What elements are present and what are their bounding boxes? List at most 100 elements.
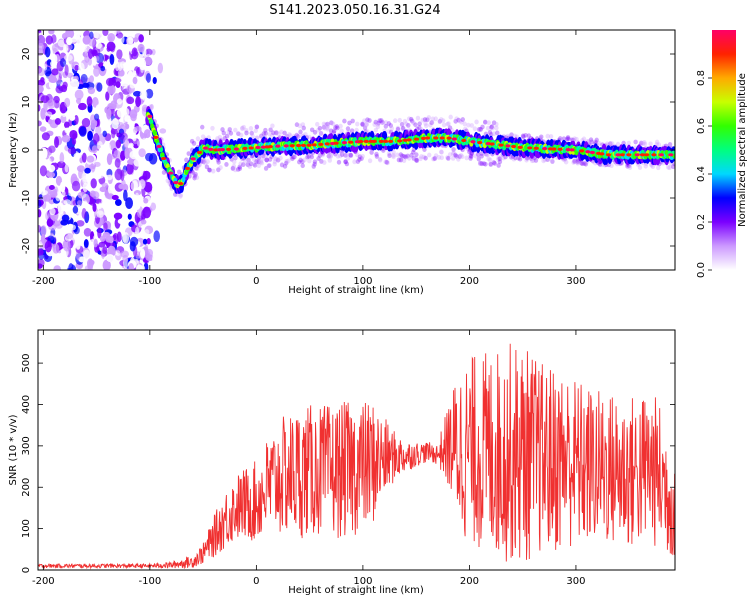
noise-blob <box>87 48 94 60</box>
noise-blob <box>131 47 138 57</box>
noise-blob <box>43 101 48 113</box>
ridge-halo <box>642 141 648 147</box>
ridge-halo <box>282 130 287 136</box>
ridge-halo <box>605 141 610 147</box>
noise-blob <box>45 35 53 45</box>
noise-blob <box>59 57 67 68</box>
ridge-halo <box>395 152 400 158</box>
ridge-halo <box>345 155 351 161</box>
ridge-halo <box>325 121 330 127</box>
ridge-halo <box>565 135 571 140</box>
snr-y-ticks: 0 100 200 300 400 500 <box>21 354 675 573</box>
ridge-halo <box>331 130 337 135</box>
ridge-halo <box>211 168 216 174</box>
ridge-halo <box>615 141 621 147</box>
ridge-halo <box>184 157 189 163</box>
noise-blob <box>82 35 91 45</box>
noise-blob <box>93 66 100 77</box>
ridge-halo <box>254 124 260 130</box>
ridge-halo <box>178 192 183 198</box>
ridge-halo <box>454 153 459 159</box>
ridge-peak <box>275 144 281 148</box>
noise-blob <box>45 111 53 117</box>
noise-blob <box>106 153 113 166</box>
ridge-halo <box>637 165 643 170</box>
noise-blob <box>144 53 153 66</box>
y-tick-label: 10 <box>21 96 32 109</box>
ridge-halo <box>476 126 482 132</box>
ridge-halo <box>391 153 396 158</box>
ridge-halo <box>421 154 426 160</box>
ridge-halo <box>457 118 463 124</box>
ridge-halo <box>224 133 230 139</box>
ridge-halo <box>609 141 615 147</box>
ridge-peak <box>371 139 377 143</box>
ridge-halo <box>379 118 384 123</box>
ridge-halo <box>297 159 302 165</box>
ridge-halo <box>401 153 407 159</box>
noise-blob <box>135 96 141 108</box>
ridge-halo <box>193 172 198 177</box>
ridge-halo <box>575 160 580 166</box>
ridge-halo <box>414 157 419 163</box>
ridge-halo <box>446 121 451 127</box>
ridge-halo <box>317 125 323 131</box>
ridge-halo <box>254 124 259 130</box>
ridge-halo <box>398 157 404 163</box>
ridge-halo <box>200 124 205 130</box>
ridge-halo <box>295 134 301 139</box>
noise-blob <box>138 79 148 87</box>
ridge-halo <box>355 121 360 127</box>
noise-blob <box>76 136 85 143</box>
noise-blob <box>60 84 68 93</box>
ridge-halo <box>433 153 439 159</box>
ridge-halo <box>539 134 544 140</box>
x-tick-label: -200 <box>32 576 55 587</box>
ridge-halo <box>411 120 416 126</box>
ridge-core <box>672 153 675 160</box>
noise-blob <box>149 202 157 211</box>
ridge-halo <box>375 124 381 130</box>
noise-blob <box>44 240 52 253</box>
ridge-halo <box>479 161 484 167</box>
ridge-halo <box>267 131 272 137</box>
ridge-halo <box>300 122 306 128</box>
ridge-halo <box>423 123 429 129</box>
ridge-halo <box>327 157 333 163</box>
noise-blob <box>38 130 42 141</box>
ridge-halo <box>427 152 432 158</box>
ridge-peak <box>505 144 511 148</box>
noise-blob <box>152 253 160 265</box>
ridge-halo <box>482 119 488 125</box>
ridge-halo <box>403 154 408 160</box>
ridge-halo <box>302 157 307 163</box>
ridge-halo <box>487 157 493 163</box>
ridge-halo <box>439 149 444 155</box>
ridge-halo <box>404 121 409 127</box>
ridge-halo <box>414 152 419 158</box>
ridge-halo <box>406 116 412 122</box>
ridge-peak <box>324 142 330 146</box>
ridge-halo <box>271 130 276 136</box>
noise-blob <box>86 96 93 107</box>
noise-blob <box>149 104 154 110</box>
ridge-halo <box>343 159 348 165</box>
noise-blob <box>49 207 56 216</box>
ridge-halo <box>439 149 444 155</box>
ridge-halo <box>338 153 343 159</box>
colorbar-tick-label: 0.4 <box>696 166 707 182</box>
ridge-peak <box>255 145 261 150</box>
ridge-halo <box>447 152 453 158</box>
ridge-halo <box>261 131 266 137</box>
ridge-halo <box>207 167 212 173</box>
ridge-halo <box>409 118 415 124</box>
ridge-halo <box>386 129 392 135</box>
noise-blob <box>83 239 89 248</box>
y-tick-label: 0 <box>21 567 32 573</box>
ridge-halo <box>258 158 263 164</box>
ridge-halo <box>318 131 324 136</box>
ridge-peak <box>311 143 317 147</box>
noise-blob <box>42 194 52 202</box>
noise-blob <box>48 30 55 35</box>
ridge-halo <box>339 128 344 134</box>
